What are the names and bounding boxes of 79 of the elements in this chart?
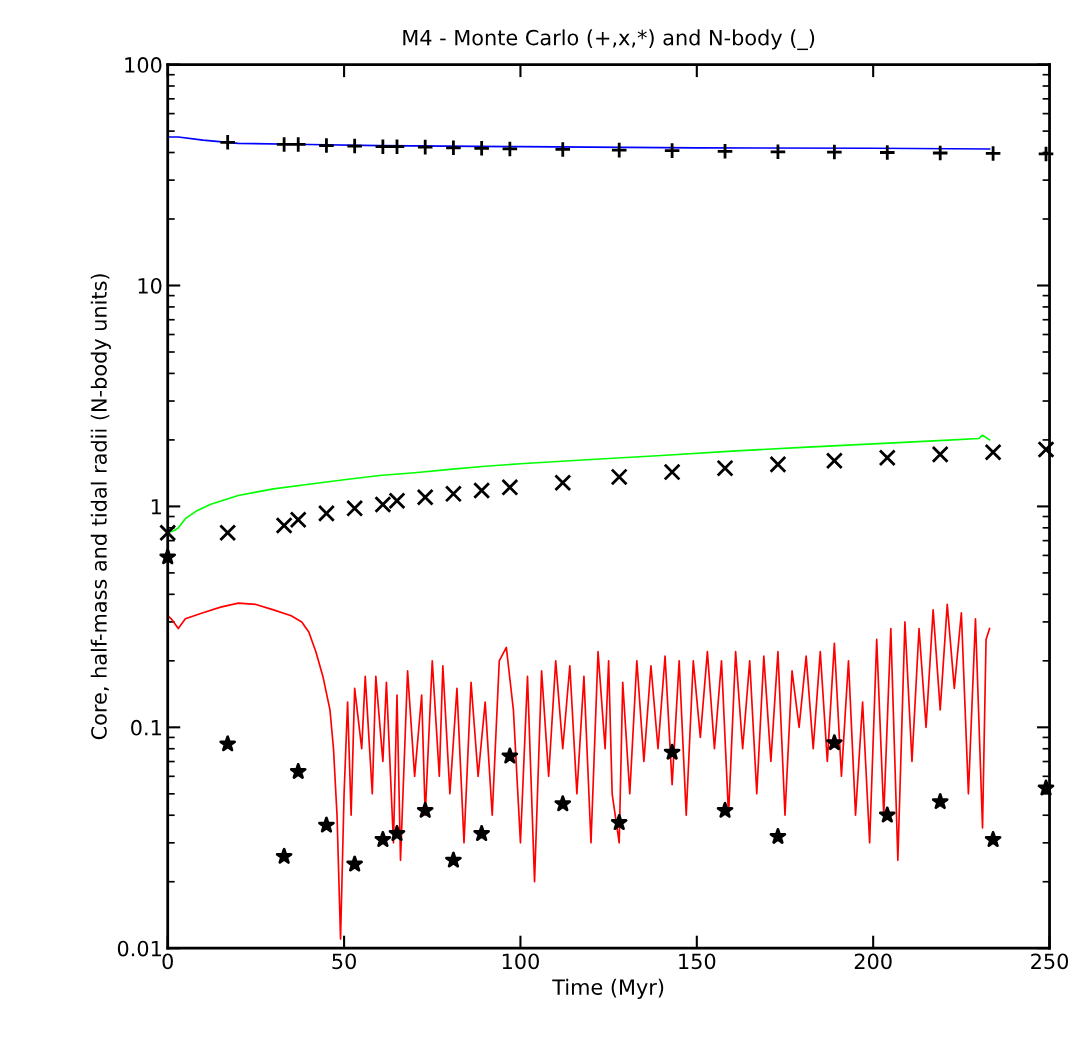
point <box>416 138 434 156</box>
y-tick-label: 100 <box>125 57 162 73</box>
y-tick-label: 10 <box>138 277 162 294</box>
point <box>826 734 843 751</box>
point <box>472 139 491 157</box>
point <box>345 137 364 155</box>
point <box>501 478 519 497</box>
point <box>318 816 335 833</box>
point <box>444 485 463 503</box>
point <box>374 138 392 156</box>
point <box>472 481 491 500</box>
point <box>878 806 896 823</box>
x-tick-label: 150 <box>679 953 716 970</box>
x-tick-label: 0 <box>162 953 173 970</box>
point <box>769 455 787 474</box>
point <box>388 825 406 841</box>
point <box>663 141 681 160</box>
point <box>663 743 681 760</box>
point <box>219 524 237 542</box>
point <box>159 524 177 542</box>
point <box>554 140 572 159</box>
point <box>984 443 1002 461</box>
point <box>554 795 572 812</box>
y-tick-label: 1 <box>151 499 161 515</box>
point <box>610 814 628 830</box>
point <box>219 735 236 752</box>
point <box>878 143 896 162</box>
point <box>716 459 734 477</box>
point <box>984 144 1002 163</box>
x-tick-label: 200 <box>854 953 892 970</box>
line-series <box>167 602 991 940</box>
point <box>219 133 237 151</box>
point <box>346 855 363 872</box>
point <box>275 847 293 864</box>
point <box>289 511 307 529</box>
y-tick-label: 0.1 <box>131 719 161 736</box>
point <box>501 140 519 158</box>
point <box>1037 779 1055 796</box>
point <box>984 831 1002 847</box>
point <box>825 143 844 161</box>
point <box>663 463 681 481</box>
point <box>159 548 177 565</box>
point <box>931 144 949 162</box>
point <box>275 135 293 154</box>
chart-title: M4 - Monte Carlo (+,x,*) and N-body (_) <box>403 29 815 51</box>
line-series <box>167 434 991 534</box>
point <box>716 142 734 160</box>
point <box>275 516 293 535</box>
point <box>444 139 463 157</box>
y-axis-title: Core, half-mass and tidal radii (N-body units) <box>90 274 111 740</box>
point <box>610 141 628 159</box>
point <box>769 143 787 161</box>
point <box>878 449 896 467</box>
point <box>769 827 787 844</box>
point <box>825 452 844 470</box>
point <box>317 504 336 523</box>
point <box>501 747 519 764</box>
point <box>416 801 434 818</box>
point <box>554 474 572 492</box>
y-tick-label: 0.01 <box>117 940 161 957</box>
point <box>345 499 364 518</box>
line-series <box>167 136 991 150</box>
x-tick-label: 50 <box>332 953 356 970</box>
point <box>445 851 462 868</box>
x-tick-label: 250 <box>1031 953 1069 970</box>
x-axis-title: Time (Myr) <box>552 978 664 999</box>
point <box>931 793 949 810</box>
point <box>716 801 734 818</box>
point <box>289 135 307 154</box>
point <box>1037 145 1055 163</box>
point <box>473 825 490 841</box>
x-tick-label: 100 <box>502 953 539 970</box>
point <box>388 138 406 156</box>
point <box>416 488 434 506</box>
point <box>931 445 949 464</box>
point <box>374 831 392 847</box>
point <box>610 468 628 486</box>
point <box>289 762 307 779</box>
point <box>1037 440 1055 459</box>
